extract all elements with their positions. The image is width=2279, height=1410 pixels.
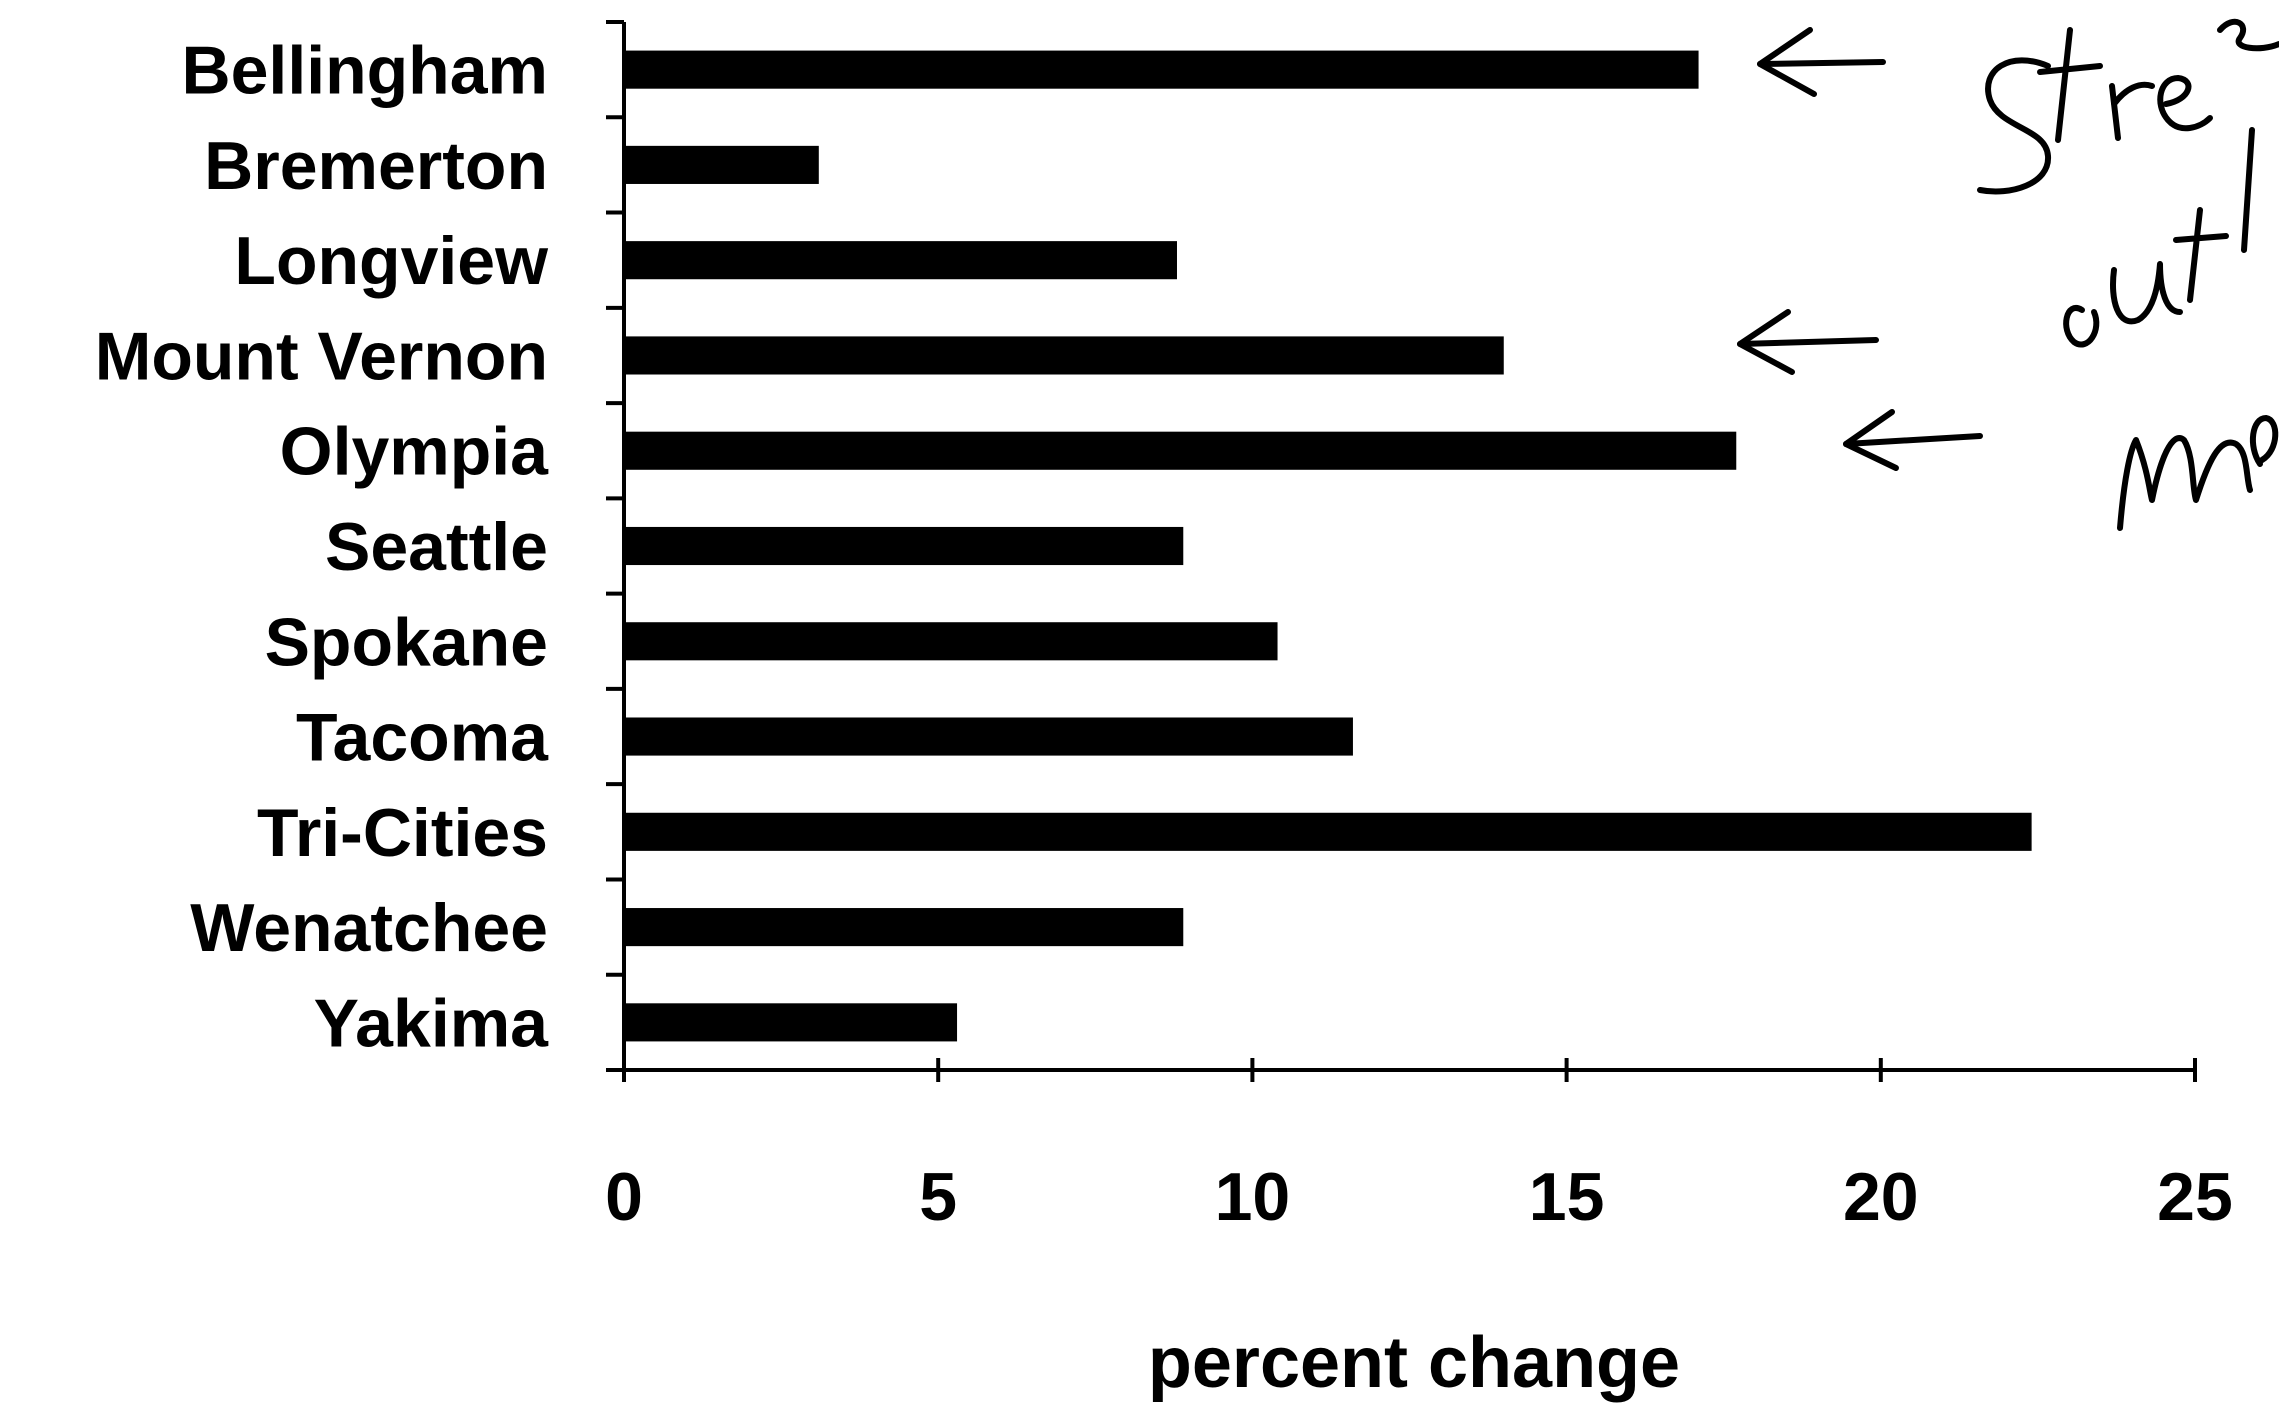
- category-label-bremerton: Bremerton: [204, 128, 548, 204]
- category-label-spokane: Spokane: [265, 604, 548, 680]
- bar-olympia: [624, 431, 1737, 470]
- category-labels: Bellingham Bremerton Longview Mount Vernon O…: [95, 33, 549, 1062]
- handwritten-annotation: [1737, 18, 2279, 531]
- category-label-yakima: Yakima: [314, 985, 550, 1061]
- arrow-bellingham-icon: [1757, 27, 1886, 97]
- category-label-olympia: Olympia: [280, 414, 549, 490]
- arrow-olympia-icon: [1843, 409, 1983, 471]
- bar-mount-vernon: [624, 336, 1504, 375]
- bar-wenatchee: [624, 908, 1184, 947]
- category-label-tri-cities: Tri-Cities: [257, 795, 548, 871]
- bar-tacoma: [624, 717, 1353, 756]
- x-tick-label-15: 15: [1529, 1159, 1605, 1235]
- bar-longview: [624, 241, 1177, 280]
- x-tick-labels: 0 5 10 15 20 25: [605, 1159, 2233, 1235]
- x-tick-label-20: 20: [1843, 1159, 1919, 1235]
- bar-yakima: [624, 1003, 958, 1042]
- handwritten-word-me: [2117, 415, 2279, 531]
- axes: [606, 20, 2197, 1082]
- bar-tri-cities: [624, 812, 2032, 851]
- category-label-seattle: Seattle: [325, 509, 548, 585]
- bar-spokane: [624, 622, 1278, 661]
- bars: [624, 50, 2032, 1042]
- category-label-longview: Longview: [234, 223, 549, 299]
- x-tick-label-0: 0: [605, 1159, 643, 1235]
- category-label-tacoma: Tacoma: [296, 700, 549, 776]
- bar-seattle: [624, 526, 1184, 566]
- category-label-mount-vernon: Mount Vernon: [95, 318, 548, 394]
- category-label-bellingham: Bellingham: [182, 33, 549, 109]
- bar-bremerton: [624, 145, 819, 184]
- handwritten-word-outl: [2063, 127, 2255, 348]
- x-tick-label-25: 25: [2157, 1159, 2233, 1235]
- category-label-wenatchee: Wenatchee: [190, 890, 548, 966]
- x-axis-title: percent change: [1148, 1323, 1680, 1403]
- bar-bellingham: [624, 50, 1699, 89]
- handwritten-word-stre: [1977, 18, 2279, 195]
- arrow-mount-vernon-icon: [1737, 309, 1879, 375]
- x-tick-label-10: 10: [1215, 1159, 1291, 1235]
- x-tick-label-5: 5: [919, 1159, 957, 1235]
